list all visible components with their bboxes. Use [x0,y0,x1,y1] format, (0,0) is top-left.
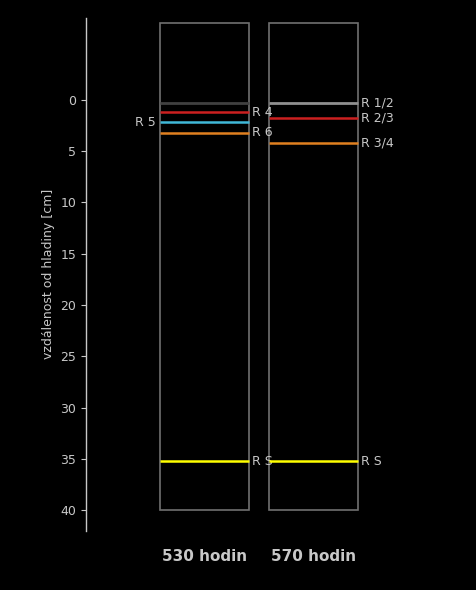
Text: R 6: R 6 [251,126,272,139]
Text: R 2/3: R 2/3 [361,112,393,125]
Text: 570 hodin: 570 hodin [270,549,356,564]
Text: R S: R S [251,455,272,468]
Text: 530 hodin: 530 hodin [161,549,246,564]
Text: R 4: R 4 [251,106,272,119]
Bar [159,23,248,510]
Bar [268,23,357,510]
Text: R 3/4: R 3/4 [361,136,393,149]
Text: R 1/2: R 1/2 [361,96,393,109]
Text: R S: R S [361,455,381,468]
Y-axis label: vzdálenost od hladiny [cm]: vzdálenost od hladiny [cm] [41,189,55,359]
Text: R 5: R 5 [135,116,156,129]
